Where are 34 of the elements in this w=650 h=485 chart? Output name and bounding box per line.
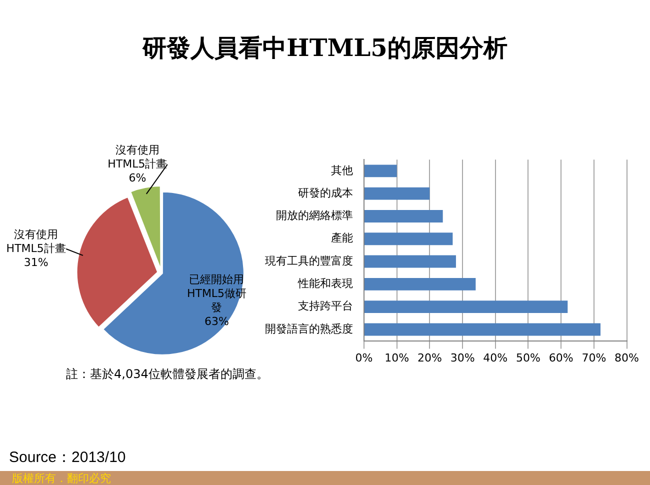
y-tick-label: 研發的成本 <box>298 186 353 200</box>
slice-label: 沒有使用HTML5計畫 <box>6 228 66 255</box>
data-label: 6% <box>128 171 146 184</box>
text: 註：基於4,034位軟體發展者的調查。 <box>66 366 268 383</box>
x-tick-label: 80% <box>614 351 639 364</box>
bar <box>364 278 476 290</box>
bar <box>364 210 443 222</box>
x-tick-label: 40% <box>483 351 508 364</box>
y-tick-label: 現有工具的豐富度 <box>265 254 353 268</box>
x-tick-label: 60% <box>548 351 574 364</box>
slice-label: 沒有使用HTML5計畫 <box>108 143 168 170</box>
y-tick-label: 開放的網絡標準 <box>276 209 353 222</box>
data-label: 63% <box>204 315 229 328</box>
x-tick-label: 70% <box>582 351 606 364</box>
bar <box>364 255 456 268</box>
bar <box>364 300 568 314</box>
text: 研發人員看中HTML5的原因分析 <box>141 32 508 64</box>
text: 版權所有．翻印必究 <box>12 471 111 485</box>
x-tick-label: 20% <box>417 351 442 364</box>
bar <box>364 187 430 200</box>
y-tick-label: 性能和表現 <box>297 277 353 290</box>
bar <box>364 164 397 178</box>
y-tick-label: 支持跨平台 <box>298 300 353 313</box>
bar <box>364 232 453 246</box>
x-tick-label: 50% <box>516 351 540 364</box>
y-tick-label: 產能 <box>331 232 353 245</box>
bar <box>364 323 600 336</box>
x-tick-label: 30% <box>450 351 475 364</box>
data-label: 31% <box>24 256 48 269</box>
y-tick-label: 其他 <box>331 164 353 177</box>
y-tick-label: 開發語言的熟悉度 <box>265 322 353 336</box>
x-tick-label: 10% <box>384 351 410 364</box>
x-tick-label: 0% <box>355 351 373 364</box>
source-note: Source：2013/10 <box>9 448 126 467</box>
